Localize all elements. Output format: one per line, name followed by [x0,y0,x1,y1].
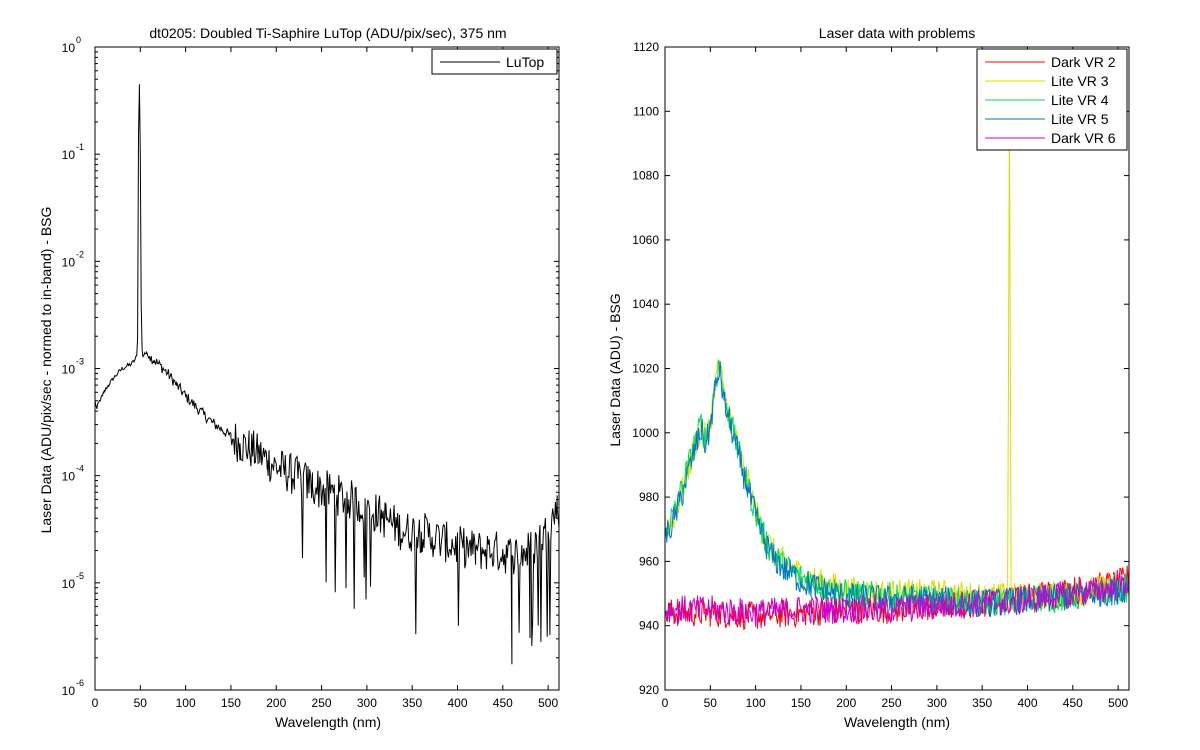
legend: LuTop [431,48,558,75]
y-tick-label: 10 [62,41,76,55]
x-tick-label: 0 [92,696,99,710]
x-tick-label: 400 [447,696,467,710]
legend-label: Dark VR 6 [1051,130,1116,146]
y-tick-label: 1120 [633,40,659,54]
x-tick-label: 200 [266,696,286,710]
x-tick-label: 250 [882,696,902,710]
y-tick-exponent: -1 [76,142,84,152]
x-tick-label: 350 [402,696,422,710]
y-tick-label: 960 [639,554,659,568]
right-x-axis-label: Wavelength (nm) [844,714,950,730]
series-line-lutop [95,84,559,665]
y-tick-label: 10 [62,255,76,269]
x-tick-label: 250 [312,696,332,710]
x-tick-label: 450 [493,696,513,710]
y-tick-label: 10 [62,470,76,484]
y-tick-exponent: -2 [76,249,84,259]
legend: Dark VR 2 Lite VR 3 Lite VR 4 Lite VR 5 Dark… [976,48,1128,151]
series-group [665,111,1129,631]
y-tick-label: 920 [639,683,659,697]
x-tick-label: 400 [1017,696,1037,710]
right-chart-title: Laser data with problems [819,25,975,41]
left-plot-area: 0 50 100 150 200 250 300 350 400 450 50010010-110-… [62,35,560,710]
y-tick-label: 1040 [632,297,659,311]
y-tick-label: 1080 [632,169,659,183]
y-tick-label: 1020 [632,362,659,376]
left-chart-title: dt0205: Doubled Ti-Saphire LuTop (ADU/pi… [149,25,506,41]
series-line-lite-vr-3 [665,111,1129,612]
x-tick-label: 50 [704,696,718,710]
legend-label: Dark VR 2 [1051,54,1116,70]
x-tick-label: 200 [836,696,856,710]
x-tick-label: 50 [134,696,148,710]
right-y-axis-label-text: Laser Data (ADU) - BSG [607,293,623,446]
x-tick-label: 0 [662,696,669,710]
right-y-axis-label: Laser Data (ADU) - BSG [607,293,623,446]
x-tick-label: 300 [357,696,377,710]
right-plot-area: 0 50 100 150 200 250 300 350 400 450 500 920 940 960 9… [632,40,1130,710]
y-tick-label: 10 [62,684,76,698]
spectrum-log-chart: dt0205: Doubled Ti-Saphire LuTop (ADU/pi… [38,25,560,730]
y-tick-label: 10 [62,363,76,377]
x-tick-label: 500 [538,696,558,710]
x-tick-label: 500 [1108,696,1128,710]
x-tick-label: 100 [746,696,766,710]
left-y-axis-label: Laser Data (ADU/pix/sec - normed to in-b… [38,207,54,534]
axes-frame [94,46,560,691]
legend-label: LuTop [506,54,544,70]
x-tick-label: 150 [791,696,811,710]
x-tick-label: 100 [176,696,196,710]
x-tick-label: 450 [1063,696,1083,710]
legend-label: Lite VR 3 [1051,73,1109,89]
series-line-lite-vr-5 [665,361,1129,618]
left-x-axis-label: Wavelength (nm) [275,714,381,730]
left-y-axis-label-text: Laser Data (ADU/pix/sec - normed to in-b… [38,207,54,534]
x-tick-label: 300 [927,696,947,710]
x-tick-label: 150 [221,696,241,710]
y-tick-label: 10 [62,577,76,591]
y-tick-label: 10 [62,148,76,162]
y-tick-label: 940 [639,619,659,633]
y-tick-exponent: -4 [76,464,84,474]
y-tick-exponent: -5 [76,571,84,581]
y-tick-label: 1000 [632,426,659,440]
y-tick-exponent: -3 [76,357,84,367]
y-tick-exponent: -6 [76,678,84,688]
y-tick-label: 1100 [633,104,659,118]
legend-label: Lite VR 5 [1051,111,1109,127]
series-line-lite-vr-4 [665,359,1129,618]
series-group [95,84,559,665]
series-line-dark-vr-6 [665,567,1129,627]
y-tick-label: 980 [639,490,659,504]
legend-label: Lite VR 4 [1051,92,1109,108]
y-tick-label: 1060 [632,233,659,247]
problem-laser-chart: Laser data with problems Laser Data (ADU… [607,25,1130,730]
y-tick-exponent: 0 [76,35,81,45]
x-tick-label: 350 [972,696,992,710]
